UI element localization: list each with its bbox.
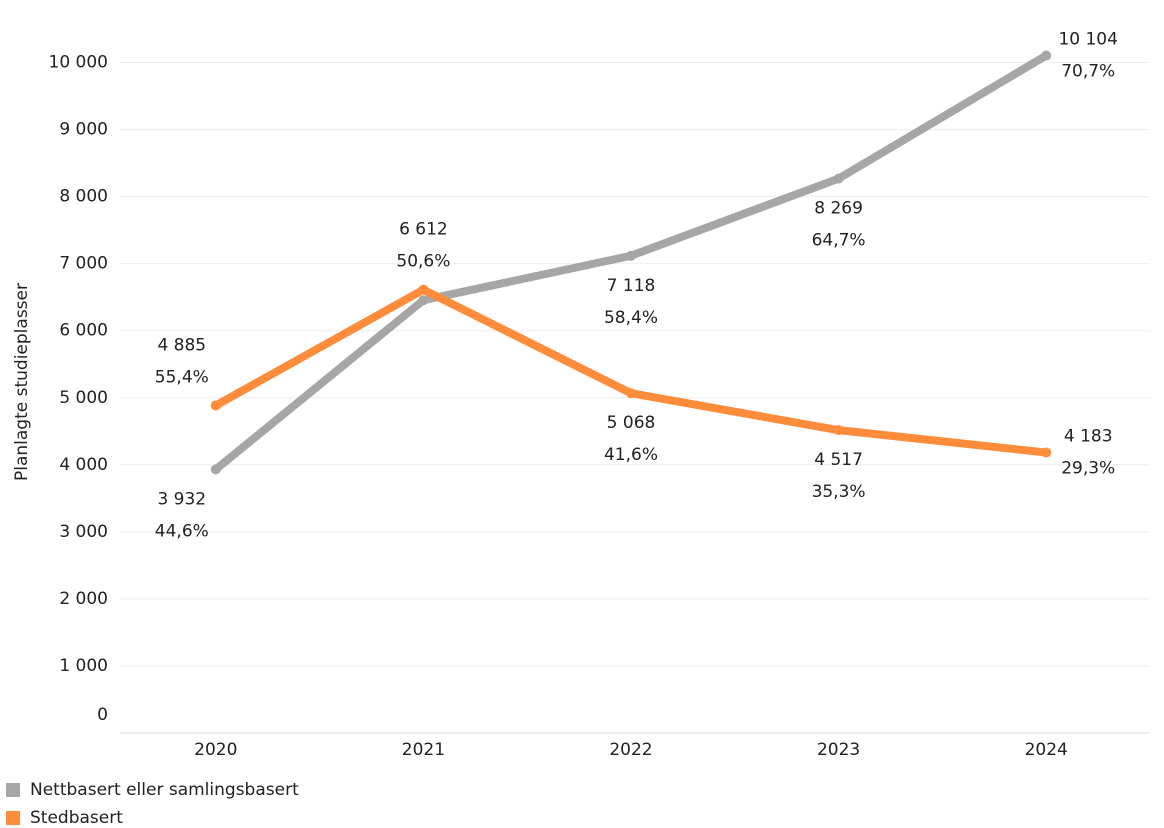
y-tick-label: 8 000 [59,187,108,207]
point [418,295,429,306]
y-axis-title: Planlagte studieplasser [12,283,32,481]
point [210,400,221,411]
data-label: 6 612 [399,220,448,240]
series-line [213,52,1049,473]
x-tick-label: 2024 [1025,740,1068,760]
data-label-share: 50,6% [396,252,450,272]
data-label-share: 55,4% [155,367,209,387]
point [418,284,429,295]
data-label: 4 183 [1064,427,1113,447]
legend-swatch [6,811,20,825]
data-label: 8 269 [814,199,863,219]
point [210,464,221,475]
x-tick-label: 2022 [609,740,652,760]
data-label: 7 118 [607,276,656,296]
data-label: 3 932 [157,489,206,509]
legend-swatch [6,783,20,797]
point [833,425,844,436]
data-label: 10 104 [1058,30,1117,50]
point [626,250,636,261]
point [626,388,636,399]
data-label: 5 068 [607,413,656,433]
x-tick-label: 2020 [194,740,237,760]
legend-label: Stedbasert [30,808,123,828]
y-tick-label: 6 000 [59,321,108,341]
point [1041,50,1052,61]
x-tick-label: 2023 [817,740,860,760]
data-label-share: 41,6% [604,445,658,465]
y-tick-label: 9 000 [59,120,108,140]
y-tick-label: 4 000 [59,455,108,475]
data-label-share: 44,6% [155,521,209,541]
y-tick-label: 1 000 [59,656,108,676]
data-label-share: 35,3% [812,482,866,502]
y-tick-label: 3 000 [59,522,108,542]
legend-label: Nettbasert eller samlingsbasert [30,780,299,800]
data-label-share: 58,4% [604,308,658,328]
data-label: 4 517 [814,450,863,470]
y-tick-label: 2 000 [59,589,108,609]
point [833,173,844,184]
data-label-share: 29,3% [1061,459,1115,479]
y-tick-label: 7 000 [59,254,108,274]
data-label-share: 70,7% [1061,62,1115,82]
y-tick-label: 5 000 [59,388,108,408]
data-label-share: 64,7% [812,231,866,251]
x-tick-label: 2021 [402,740,445,760]
data-label: 4 885 [157,335,206,355]
y-tick-label: 0 [97,705,108,725]
y-tick-label: 10 000 [49,53,108,73]
point [1041,447,1052,458]
